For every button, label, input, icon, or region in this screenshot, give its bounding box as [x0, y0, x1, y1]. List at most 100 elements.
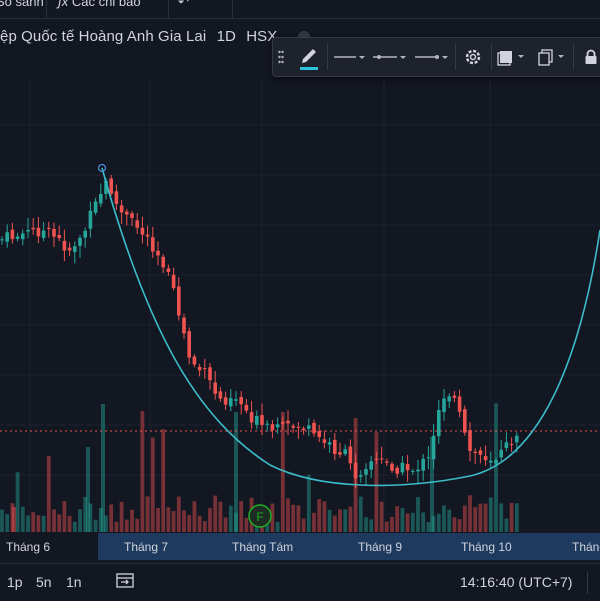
volume-bar [150, 437, 155, 532]
bottom-toolbar: 1p 5n 1n 14:16:40 (UTC+7) [0, 563, 600, 601]
time-axis[interactable]: Tháng 6 Tháng 7 Tháng Tám Tháng 9 Tháng … [0, 533, 600, 560]
candle-body [104, 180, 108, 194]
volume-bar [62, 501, 67, 532]
volume-bar [410, 512, 415, 532]
range-button-1n[interactable]: 1n [66, 574, 82, 590]
volume-bar [301, 518, 306, 532]
arc-anchor-handle[interactable] [97, 163, 107, 173]
candle-body [281, 421, 285, 424]
candle-body [255, 416, 259, 425]
arc-drawing [101, 167, 600, 487]
volume-bar [52, 509, 56, 532]
volume-bar [244, 518, 249, 532]
candle-body [426, 457, 431, 459]
volume-bar [12, 507, 16, 532]
candle-body [229, 398, 233, 407]
line-end-style-icon[interactable] [411, 38, 451, 76]
candle-body [223, 397, 228, 405]
candle-body [47, 227, 51, 229]
axis-label-month: Tháng 9 [358, 540, 403, 554]
volume-bar [374, 432, 379, 532]
drag-handle-icon[interactable] [273, 38, 289, 76]
volume-bar [20, 506, 25, 532]
indicators-button[interactable]: ʃx Các chỉ báo [58, 0, 141, 9]
candle-body [0, 239, 4, 241]
pencil-icon[interactable] [291, 38, 327, 76]
event-marker[interactable]: F [248, 504, 272, 528]
volume-bar [161, 429, 166, 532]
candle-body [93, 201, 98, 213]
volume-bar [499, 503, 504, 532]
candle-body [359, 475, 363, 477]
symbol-exchange: HSX [246, 28, 278, 45]
clone-icon[interactable] [533, 38, 569, 76]
candle-body [348, 446, 353, 464]
range-button-1p[interactable]: 1p [7, 574, 23, 590]
clock-time[interactable]: 14:16:40 (UTC+7) [460, 574, 573, 590]
volume-bar [78, 509, 82, 532]
candle-body [515, 435, 519, 443]
volume-bar [26, 515, 30, 532]
candle-body [307, 425, 311, 429]
candle-body [166, 268, 171, 272]
volume-bar [317, 499, 322, 532]
candlesticks [0, 174, 519, 489]
candle-body [21, 233, 25, 240]
candle-body [405, 464, 410, 471]
candle-body [78, 237, 82, 246]
volume-bar [509, 503, 514, 532]
candle-body [447, 396, 451, 402]
volume-bar [114, 521, 119, 532]
volume-bar [405, 513, 410, 532]
candle-body [353, 462, 358, 479]
volume-bar [400, 508, 405, 532]
line-style-icon[interactable] [331, 38, 367, 76]
line-width-icon[interactable] [371, 38, 407, 76]
volume-bar [93, 519, 98, 532]
event-marker-label: F [256, 510, 263, 524]
candle-body [249, 412, 254, 423]
candle-body [286, 420, 290, 424]
layers-icon[interactable] [493, 38, 529, 76]
lock-icon[interactable] [577, 38, 600, 76]
volume-bar [426, 521, 431, 532]
volume-bar [218, 501, 223, 532]
fx-icon: ʃx [58, 0, 69, 9]
divider [46, 0, 47, 18]
volume-bar [442, 505, 446, 532]
price-chart[interactable]: F [0, 80, 600, 532]
candle-body [192, 356, 197, 365]
candle-body [67, 247, 72, 251]
volume-bar [101, 404, 105, 532]
volume-bar [187, 514, 192, 532]
axis-label-month: Tháng [572, 540, 600, 554]
candle-body [119, 205, 124, 213]
volume-bar [296, 505, 301, 532]
candle-body [62, 240, 67, 251]
candle-body [468, 430, 472, 451]
volume-bar [135, 518, 140, 532]
volume-bar [109, 504, 114, 532]
candle-body [244, 404, 249, 411]
range-button-5n[interactable]: 5n [36, 574, 52, 590]
candle-body [36, 227, 41, 237]
volume-bar [192, 501, 197, 532]
symbol-interval[interactable]: 1D [216, 28, 236, 45]
volume-bar [124, 519, 129, 532]
volume-bar [338, 509, 342, 532]
volume-bar [421, 512, 426, 532]
candle-body [509, 444, 514, 446]
compare-button[interactable]: So sánh [0, 0, 44, 9]
undo-icon[interactable]: ↶ [178, 0, 189, 9]
volume-bar [280, 412, 285, 532]
volume-bar [430, 437, 434, 532]
candle-body [338, 452, 342, 455]
volume-bar [348, 506, 353, 532]
gear-icon[interactable] [457, 38, 489, 76]
volume-bar [166, 507, 171, 532]
volume-bar [436, 513, 441, 532]
volume-bar [343, 509, 348, 532]
candle-body [265, 423, 269, 425]
date-range-icon[interactable] [116, 572, 134, 591]
volume-bar [488, 497, 493, 532]
